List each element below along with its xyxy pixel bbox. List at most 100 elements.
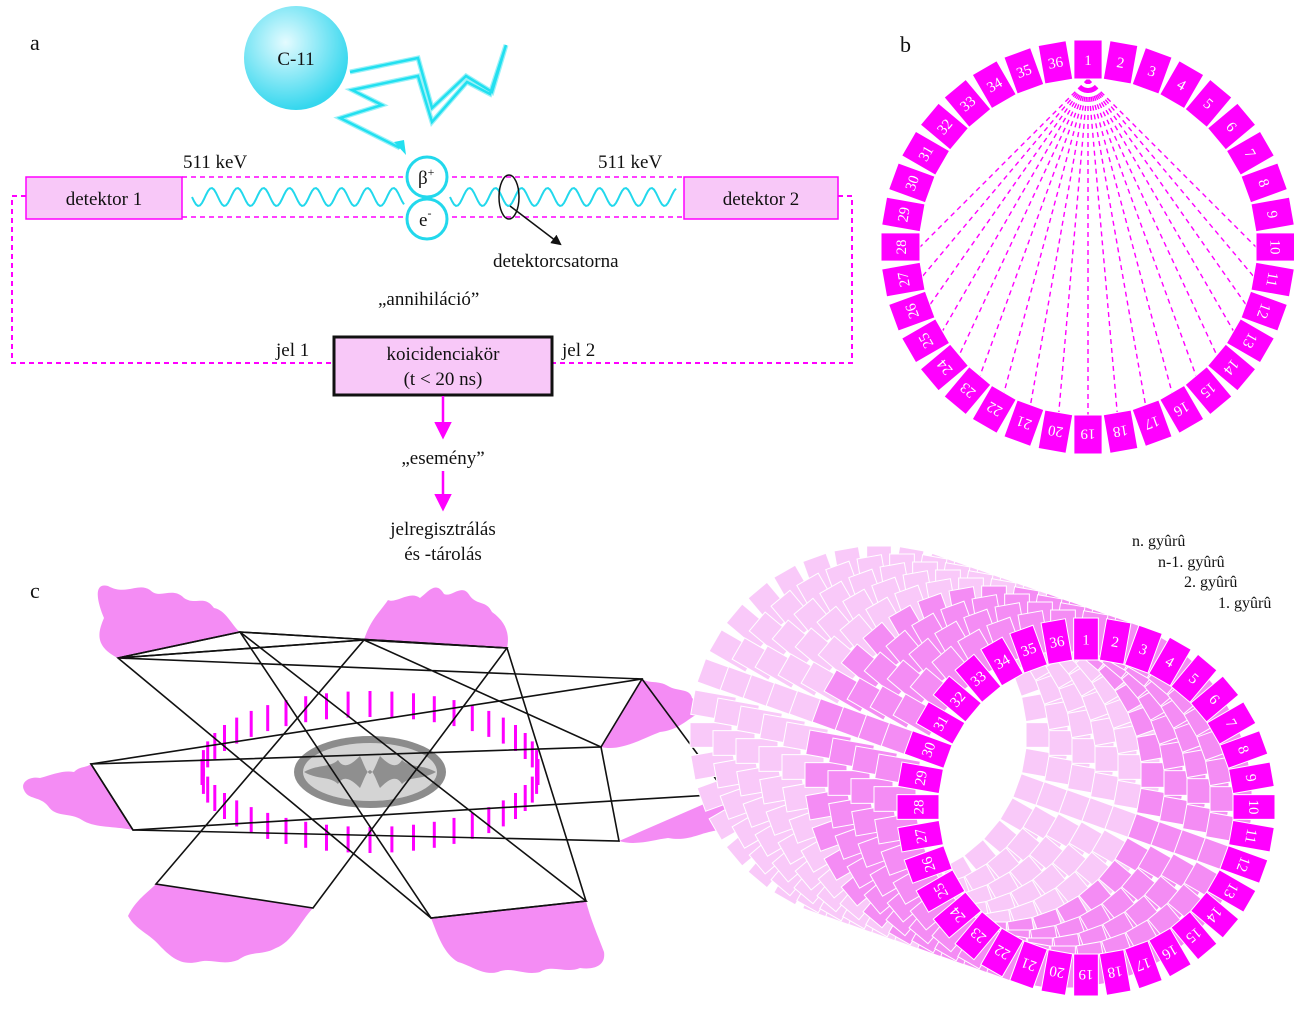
ring-b-element-16: 16 xyxy=(1159,384,1205,435)
line-of-response-25 xyxy=(941,78,1089,332)
ring-b-number-31: 31 xyxy=(916,143,937,164)
ring-d-element-3: 3 xyxy=(1124,624,1163,674)
ring-d-number-30: 30 xyxy=(919,740,939,760)
ring-b-element-1: 1 xyxy=(1073,39,1103,80)
ring-d-number-10: 10 xyxy=(1245,800,1261,815)
projection-strip-2 xyxy=(117,639,644,749)
lines-of-response xyxy=(919,78,1257,415)
line-of-response-22 xyxy=(1003,78,1089,393)
ring-d-element-35: 35 xyxy=(1009,624,1048,674)
ring-b-element-25: 25 xyxy=(900,318,951,364)
positron-symbol: β+ xyxy=(418,165,435,189)
ring-d-element-29: 29 xyxy=(897,761,944,795)
ring-b-element-2: 2 xyxy=(1102,40,1139,85)
panel-c-projection-diagram: c xyxy=(23,578,767,973)
ring-b-number-11: 11 xyxy=(1262,271,1280,288)
ring-b-element-5: 5 xyxy=(1184,78,1233,129)
ring-d-element-36: 36 xyxy=(1040,618,1074,665)
ring-d-element-18: 18 xyxy=(1098,949,1132,996)
emission-arrowhead xyxy=(394,140,406,155)
electron-circle xyxy=(405,197,449,241)
ring-d-element-9: 9 xyxy=(1228,761,1275,795)
ring-d-number-36: 36 xyxy=(1048,634,1066,652)
energy-left-label: 511 keV xyxy=(183,152,247,173)
ring-b-element-13: 13 xyxy=(1225,318,1276,364)
line-of-response-26 xyxy=(929,78,1089,305)
ring-b-element-6: 6 xyxy=(1206,102,1257,151)
ring-b-number-35: 35 xyxy=(1015,62,1035,82)
ring-b-element-8: 8 xyxy=(1240,162,1288,204)
dashed-line-left xyxy=(11,195,334,364)
ring-d-element-5: 5 xyxy=(1170,653,1218,704)
ring-b-number-28: 28 xyxy=(894,240,910,255)
c11-nucleus xyxy=(244,6,348,110)
event-label: „esemény” xyxy=(401,448,484,469)
signal-1-label: jel 1 xyxy=(275,340,309,361)
projection-profile-top-right xyxy=(364,587,508,648)
front-ring-1: 1 2 34567891011121314151617181920212223242… xyxy=(896,617,1276,997)
ring-d-number-19: 19 xyxy=(1079,966,1094,982)
ring-d-number-31: 31 xyxy=(931,713,952,734)
ring-b-number-18: 18 xyxy=(1112,421,1130,439)
line-of-response-11 xyxy=(1087,78,1254,277)
ring-d-number-35: 35 xyxy=(1019,640,1039,660)
line-of-response-20 xyxy=(1058,78,1089,413)
ring-d-element-16: 16 xyxy=(1148,927,1192,978)
ring-b-number-20: 20 xyxy=(1047,421,1065,439)
ring-b-element-17: 17 xyxy=(1131,399,1173,447)
ring-d-element-28: 28 xyxy=(896,794,940,820)
line-of-response-16 xyxy=(1087,78,1173,393)
ring-b-element-23: 23 xyxy=(943,365,992,416)
ring-d-element-4: 4 xyxy=(1148,636,1192,687)
brain-gray-matter xyxy=(304,756,436,788)
ring-b-element-24: 24 xyxy=(919,343,970,392)
ring-b-element-4: 4 xyxy=(1159,59,1205,110)
ring-d-element-19: 19 xyxy=(1073,953,1099,997)
c11-label: C-11 xyxy=(277,49,314,70)
ring-b-element-7: 7 xyxy=(1225,130,1276,176)
ring-b-element-14: 14 xyxy=(1206,343,1257,392)
channel-ellipse xyxy=(498,174,520,220)
ring-b-element-3: 3 xyxy=(1131,47,1173,95)
ring-b-element-12: 12 xyxy=(1240,290,1288,332)
ring-b-element-36: 36 xyxy=(1037,40,1074,85)
ring-d-element-14: 14 xyxy=(1189,891,1240,939)
detector-1-label: detektor 1 xyxy=(66,189,143,210)
ring-b-element-35: 35 xyxy=(1003,47,1045,95)
line-of-response-21 xyxy=(1029,78,1089,406)
ring-b-element-27: 27 xyxy=(881,261,926,298)
projection-profile-right-upper xyxy=(601,679,702,749)
ring-d-number-2: 2 xyxy=(1110,634,1120,651)
ring-b-number-29: 29 xyxy=(895,206,913,224)
line-of-response-27 xyxy=(922,78,1089,277)
ring-b-element-18: 18 xyxy=(1102,409,1139,454)
ring-b-number-19: 19 xyxy=(1081,425,1096,441)
ring-d-number-11: 11 xyxy=(1241,827,1259,844)
panel-d-multi-ring: d 12345678910111213141516171819202122232… xyxy=(689,533,1276,997)
ring-b-number-36: 36 xyxy=(1047,54,1065,72)
ring-d-number-21: 21 xyxy=(1019,954,1039,974)
ring-b-number-30: 30 xyxy=(903,174,923,194)
gamma-wave-left xyxy=(191,186,405,208)
dashed-line-right xyxy=(552,195,853,364)
ring-d-number-29: 29 xyxy=(913,769,931,787)
ring-d-element-2: 2 xyxy=(1098,618,1132,665)
ring-b-element-28: 28 xyxy=(880,232,921,262)
line-of-response-10 xyxy=(1087,78,1257,248)
ring-d-number-20: 20 xyxy=(1048,962,1066,980)
line-of-response-12 xyxy=(1087,78,1247,305)
line-of-response-28 xyxy=(919,78,1089,248)
ring-d-number-25: 25 xyxy=(931,880,952,901)
ring-d-element-7: 7 xyxy=(1206,701,1257,745)
ring-d-element-21: 21 xyxy=(1009,940,1048,990)
ring-d-element-23: 23 xyxy=(954,910,1002,961)
ring-b-number-25: 25 xyxy=(916,330,937,351)
projection-strip-6 xyxy=(154,639,509,909)
line-of-response-13 xyxy=(1087,78,1235,332)
ring-b-element-32: 32 xyxy=(919,102,970,151)
ring-d-element-13: 13 xyxy=(1206,869,1257,913)
signal-2-label: jel 2 xyxy=(561,340,595,361)
ring-d-element-11: 11 xyxy=(1228,819,1275,853)
line-of-response-14 xyxy=(1087,78,1218,356)
